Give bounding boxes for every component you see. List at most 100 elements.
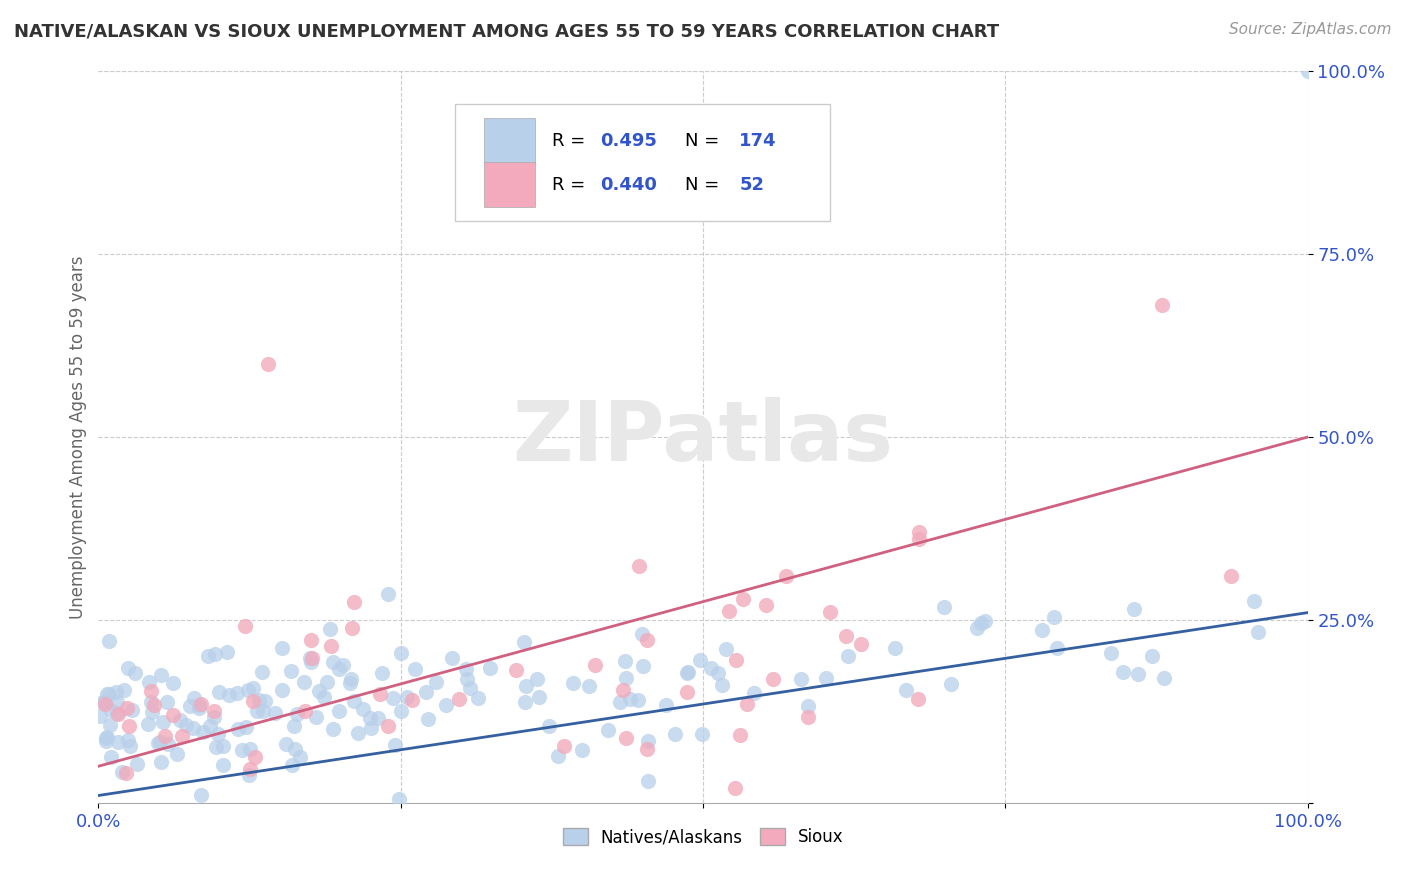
Point (198, 719, 221, 733)
Point (440, 651, 463, 665)
Text: Source: ZipAtlas.com: Source: ZipAtlas.com (1229, 22, 1392, 37)
Point (425, 675, 447, 690)
Point (710, 678, 733, 692)
Point (96, 687, 118, 701)
Point (818, 605, 841, 619)
Point (1099, 646, 1122, 660)
Point (1140, 648, 1163, 663)
Point (94, 694, 117, 708)
Point (775, 568, 797, 582)
Point (322, 723, 344, 737)
Point (125, 757, 148, 772)
Point (141, 705, 163, 719)
Point (152, 715, 174, 730)
Point (583, 657, 606, 672)
Point (932, 599, 955, 614)
Point (328, 662, 350, 676)
Point (346, 726, 368, 740)
FancyBboxPatch shape (456, 104, 830, 221)
Point (377, 587, 399, 601)
Point (283, 719, 305, 733)
Point (112, 683, 135, 698)
Point (908, 525, 931, 540)
Point (384, 738, 406, 752)
Point (143, 698, 166, 712)
Point (105, 706, 128, 720)
Point (835, 629, 858, 643)
Point (527, 690, 550, 705)
Point (149, 734, 172, 748)
Point (404, 662, 426, 676)
Point (755, 598, 778, 612)
Point (187, 700, 209, 714)
Point (966, 621, 988, 635)
Point (456, 672, 478, 686)
Point (537, 719, 560, 733)
Point (190, 789, 212, 803)
Point (790, 673, 813, 687)
Point (512, 634, 534, 648)
Point (120, 739, 142, 753)
Point (115, 700, 138, 714)
Point (907, 692, 929, 706)
Point (239, 763, 262, 777)
Point (225, 686, 247, 700)
Point (724, 781, 747, 796)
Point (202, 710, 225, 724)
Point (179, 699, 201, 714)
Point (204, 647, 226, 661)
Point (166, 747, 188, 761)
Point (884, 641, 907, 656)
Point (242, 681, 264, 695)
Point (174, 718, 197, 732)
Point (190, 697, 212, 711)
Text: R =: R = (551, 132, 591, 150)
Point (360, 721, 382, 735)
Point (547, 749, 569, 764)
Point (619, 692, 641, 706)
Point (655, 698, 678, 712)
Point (308, 684, 330, 698)
Point (714, 642, 737, 657)
Point (1031, 624, 1053, 638)
Point (478, 661, 501, 675)
Point (319, 623, 342, 637)
Point (339, 672, 361, 686)
Y-axis label: Unemployment Among Ages 55 to 59 years: Unemployment Among Ages 55 to 59 years (69, 255, 87, 619)
Point (271, 640, 294, 655)
Point (553, 739, 575, 754)
Point (292, 675, 315, 690)
Point (328, 704, 350, 718)
Point (162, 708, 184, 723)
Point (614, 654, 637, 668)
Point (797, 710, 820, 724)
Point (299, 632, 322, 647)
Point (139, 695, 162, 709)
Point (107, 735, 129, 749)
Point (246, 704, 269, 718)
Text: N =: N = (685, 176, 725, 194)
Point (389, 704, 412, 718)
Point (571, 743, 593, 757)
Point (242, 694, 264, 708)
Point (205, 740, 228, 755)
Point (94, 733, 117, 747)
Point (637, 734, 659, 748)
Text: 174: 174 (740, 132, 776, 150)
Point (172, 729, 194, 743)
Point (117, 661, 139, 675)
Point (458, 681, 481, 695)
Point (305, 710, 328, 724)
Point (676, 685, 699, 699)
Text: 52: 52 (740, 176, 765, 194)
Text: ZIPatlas: ZIPatlas (513, 397, 893, 477)
Point (939, 677, 962, 691)
Point (689, 652, 711, 666)
Point (271, 683, 294, 698)
Point (636, 742, 658, 756)
Point (1296, 64, 1319, 78)
Point (562, 676, 585, 690)
Point (377, 719, 399, 733)
Point (96, 730, 118, 744)
Point (627, 558, 650, 573)
